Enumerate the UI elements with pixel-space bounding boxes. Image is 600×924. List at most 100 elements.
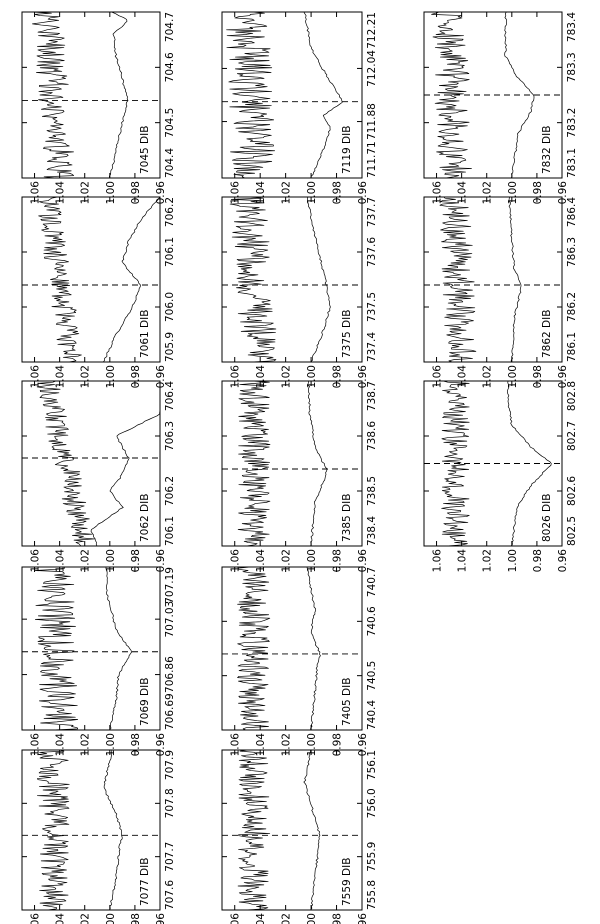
wavelength-tick-label: 802.6 (566, 476, 578, 506)
flux-tick-label: 1.04 (55, 549, 67, 573)
flux-tick-label: 0.98 (130, 549, 142, 572)
wavelength-tick-label: 704.6 (164, 52, 176, 82)
flux-tick-label: 0.98 (130, 181, 142, 204)
flux-tick-label: 1.02 (80, 913, 92, 924)
wavelength-tick-label: 737.4 (366, 332, 378, 362)
flux-tick-label: 1.06 (432, 365, 444, 389)
wavelength-tick-label: 756.0 (366, 788, 378, 818)
wavelength-tick-label: 802.7 (566, 421, 578, 451)
panel-frame (21, 749, 161, 911)
offset-spectrum-line (31, 11, 74, 179)
wavelength-tick-label: 783.1 (566, 148, 578, 178)
panel-label: 7559 DIB (341, 858, 353, 906)
panel-label: 8026 DIB (541, 494, 553, 542)
panel-7832-dib: 0.96 0.98 1.00 1.02 1.04 1.06 783.1 783.2 783.3 7… (423, 11, 578, 205)
target-spectrum-line (303, 11, 343, 179)
flux-tick-label: 1.06 (30, 549, 42, 573)
flux-tick-label: 1.06 (230, 181, 242, 205)
offset-spectrum-line (36, 380, 96, 547)
panel-label: 7119 DIB (341, 126, 353, 174)
flux-tick-label: 1.00 (306, 549, 318, 572)
wavelength-tick-label: 737.5 (366, 292, 378, 322)
offset-spectrum-line (34, 566, 79, 731)
wavelength-tick-label: 786.1 (566, 332, 578, 362)
wavelength-tick-label: 707.6 (164, 880, 176, 910)
flux-tick-label: 1.04 (55, 913, 67, 924)
flux-tick-label: 1.00 (306, 733, 318, 756)
flux-tick-label: 1.04 (457, 181, 469, 205)
flux-tick-label: 0.96 (357, 365, 369, 389)
panel-7385-dib: 0.96 0.98 1.00 1.02 1.04 1.06 738.4 738.5 738.6 7… (221, 380, 378, 573)
flux-tick-label: 0.98 (332, 733, 344, 756)
target-spectrum-line (507, 380, 552, 547)
flux-tick-label: 1.06 (230, 733, 242, 757)
panel-7077-dib: 0.96 0.98 1.00 1.02 1.04 1.06 707.6 707.7 707.8 7… (21, 749, 176, 924)
panel-label: 7061 DIB (139, 310, 151, 358)
wavelength-tick-label: 706.0 (164, 292, 176, 322)
flux-tick-label: 0.98 (332, 181, 344, 204)
panel-label: 7832 DIB (541, 126, 553, 174)
target-spectrum-line (306, 566, 321, 730)
wavelength-tick-label: 706.2 (164, 476, 176, 506)
flux-tick-label: 1.00 (306, 181, 318, 204)
panel-label: 7077 DIB (139, 858, 151, 906)
flux-tick-label: 0.98 (130, 913, 142, 924)
flux-tick-label: 1.00 (507, 181, 519, 204)
offset-spectrum-line (431, 11, 472, 179)
panel-label: 7069 DIB (139, 678, 151, 726)
flux-tick-label: 1.06 (230, 365, 242, 389)
flux-tick-label: 0.96 (155, 365, 167, 389)
wavelength-tick-label: 786.4 (566, 197, 578, 227)
flux-tick-label: 0.98 (532, 365, 544, 388)
flux-tick-label: 0.96 (155, 913, 167, 924)
wavelength-tick-label: 755.8 (366, 880, 378, 910)
flux-tick-label: 1.06 (230, 549, 242, 573)
offset-spectrum-line (439, 196, 477, 363)
wavelength-tick-label: 707.03 (164, 601, 176, 638)
panel-7375-dib: 0.96 0.98 1.00 1.02 1.04 1.06 737.4 737.5 737.6 7… (221, 196, 378, 389)
flux-tick-label: 1.02 (482, 181, 494, 204)
flux-tick-label: 0.96 (357, 181, 369, 205)
offset-spectrum-line (237, 566, 271, 731)
offset-spectrum-line (229, 196, 277, 363)
panel-label: 7385 DIB (341, 494, 353, 542)
flux-tick-label: 1.06 (230, 913, 242, 924)
flux-tick-label: 1.06 (432, 549, 444, 573)
wavelength-tick-label: 712.21 (366, 12, 378, 49)
flux-tick-label: 0.96 (557, 181, 569, 205)
wavelength-tick-label: 738.5 (366, 476, 378, 506)
flux-tick-label: 1.02 (281, 181, 293, 204)
flux-tick-label: 0.96 (155, 549, 167, 573)
panel-7405-dib: 0.960.981.001.021.041.06740.4740.5740.67… (221, 566, 378, 757)
target-spectrum-line (103, 749, 123, 911)
flux-tick-label: 0.98 (130, 733, 142, 756)
flux-tick-label: 1.02 (80, 181, 92, 204)
flux-tick-label: 1.02 (482, 365, 494, 388)
panel-label: 7375 DIB (341, 310, 353, 358)
offset-spectrum-line (38, 196, 82, 363)
flux-tick-label: 1.04 (55, 181, 67, 205)
wavelength-tick-label: 706.1 (164, 237, 176, 267)
flux-tick-label: 1.04 (255, 365, 267, 389)
flux-tick-label: 0.96 (155, 181, 167, 205)
wavelength-tick-label: 707.9 (164, 750, 176, 780)
flux-tick-label: 1.06 (30, 913, 42, 924)
flux-tick-label: 1.04 (55, 365, 67, 389)
panel-7061-dib: 0.96 0.98 1.00 1.02 1.04 1.06 705.9 706.0 706.1 7… (21, 196, 176, 389)
wavelength-tick-label: 740.4 (366, 700, 378, 730)
flux-tick-label: 1.02 (281, 733, 293, 756)
flux-tick-label: 1.06 (30, 365, 42, 389)
wavelength-tick-label: 707.19 (164, 567, 176, 604)
target-spectrum-line (504, 11, 535, 179)
flux-tick-label: 1.00 (105, 733, 117, 756)
flux-tick-label: 0.98 (130, 365, 142, 388)
panel-frame (21, 566, 161, 731)
wavelength-tick-label: 737.7 (366, 197, 378, 227)
target-spectrum-line (303, 749, 321, 911)
wavelength-tick-label: 802.5 (566, 516, 578, 546)
panel-7069-dib: 0.960.981.001.021.041.06706.69706.86707.… (21, 566, 176, 756)
wavelength-tick-label: 755.9 (366, 842, 378, 872)
wavelength-tick-label: 706.4 (164, 381, 176, 411)
